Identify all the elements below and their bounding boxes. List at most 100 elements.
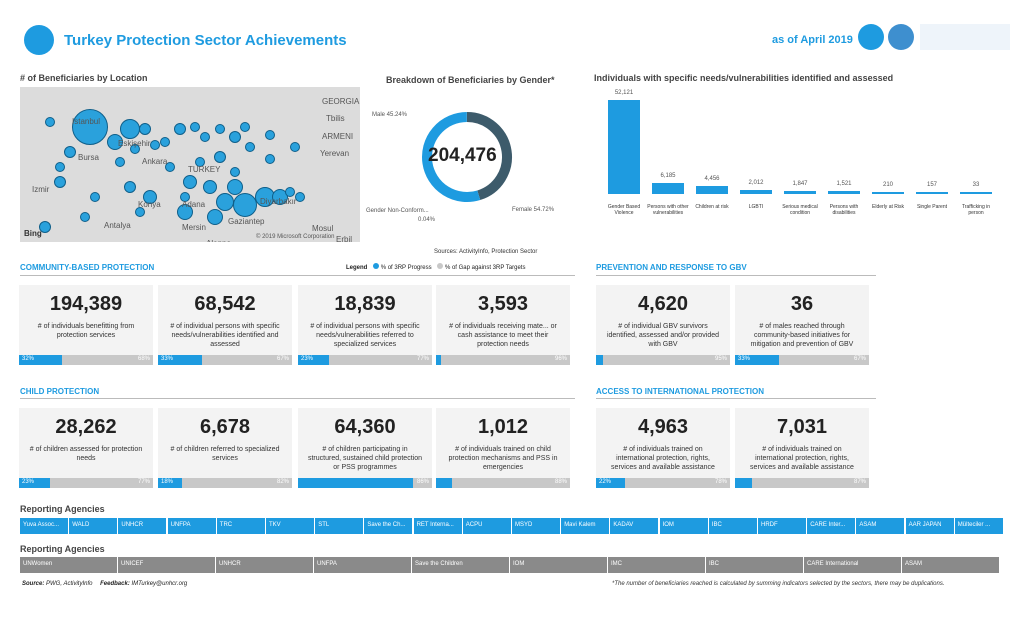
agency-tag[interactable]: STL xyxy=(315,518,364,534)
map-bubble[interactable] xyxy=(240,122,250,132)
needs-bar-value: 157 xyxy=(926,182,937,188)
map-bubble[interactable] xyxy=(290,142,300,152)
kpi-number: 36 xyxy=(790,293,814,315)
agency-tag[interactable]: Save the Ch... xyxy=(364,518,413,534)
needs-bar[interactable] xyxy=(740,190,772,194)
map-bubble[interactable] xyxy=(135,207,145,217)
map-bubble[interactable] xyxy=(216,193,234,211)
map-bubble[interactable] xyxy=(229,131,241,143)
agency-tag[interactable]: Yuva Assoc... xyxy=(20,518,68,534)
agency-tag[interactable]: UNWomen xyxy=(20,557,117,573)
agency-tag[interactable]: WALD xyxy=(69,518,118,534)
kpi-gap-pct: 67% xyxy=(853,356,866,362)
map-bubble[interactable] xyxy=(215,124,225,134)
map-bubble[interactable] xyxy=(190,122,200,132)
map-bubble[interactable] xyxy=(143,190,157,204)
map-label: Tbilis xyxy=(326,114,345,123)
agency-tag[interactable]: RET Interna... xyxy=(413,518,462,534)
map-bubble[interactable] xyxy=(272,189,288,205)
map-bubble[interactable] xyxy=(160,137,170,147)
agency-tag[interactable]: MSYD xyxy=(512,518,560,534)
map-bubble[interactable] xyxy=(64,146,76,158)
agency-tag[interactable]: HRDF xyxy=(758,518,806,534)
map-bubble[interactable] xyxy=(230,167,240,177)
needs-bar[interactable] xyxy=(960,192,992,194)
map-bubble[interactable] xyxy=(295,192,305,202)
map-bubble[interactable] xyxy=(54,176,66,188)
map-bubble[interactable] xyxy=(200,132,210,142)
needs-bar-value: 1,847 xyxy=(792,180,808,187)
map-bubble[interactable] xyxy=(207,209,223,225)
map-bubble[interactable] xyxy=(203,180,217,194)
map-bubble[interactable] xyxy=(177,204,193,220)
map-label: Ankara xyxy=(142,157,168,166)
agency-tag[interactable]: ASAM xyxy=(856,518,905,534)
agency-tag[interactable]: IBC xyxy=(708,518,757,534)
map-bubble[interactable] xyxy=(45,117,55,127)
map-bubble[interactable] xyxy=(165,162,175,172)
kpi-card: 194,389 # of individuals benefitting from… xyxy=(19,285,153,365)
agency-tag[interactable]: ASAM xyxy=(902,557,999,573)
agency-tag[interactable]: UNHCR xyxy=(216,557,313,573)
map-bubble[interactable] xyxy=(130,144,140,154)
kpi-progress-pct: 23% xyxy=(22,479,35,485)
map-bubble[interactable] xyxy=(124,181,136,193)
map-bubble[interactable] xyxy=(265,154,275,164)
kpi-description: # of individuals receiving mate... or ca… xyxy=(449,323,557,348)
beneficiaries-map[interactable]: GEORGIA Tbilis ARMENI Yerevan Istanbul Bursa E… xyxy=(20,87,360,242)
map-bubble[interactable] xyxy=(39,221,51,233)
needs-bar[interactable] xyxy=(608,100,640,194)
kpi-gap-pct: 86% xyxy=(416,479,429,485)
agency-tag[interactable]: Mülteciler ... xyxy=(954,518,1003,534)
map-bubble[interactable] xyxy=(120,119,140,139)
map-bubble[interactable] xyxy=(150,140,160,150)
agency-tag[interactable]: CARE International xyxy=(804,557,901,573)
map-bubble[interactable] xyxy=(227,179,243,195)
agency-tag[interactable]: IMC xyxy=(608,557,705,573)
map-bubble[interactable] xyxy=(90,192,100,202)
map-bubble[interactable] xyxy=(115,157,125,167)
feedback-email[interactable]: IMTurkey@unhcr.org xyxy=(131,581,188,587)
agency-tag[interactable]: AAR JAPAN xyxy=(905,518,954,534)
agency-tag[interactable]: ACPU xyxy=(462,518,511,534)
agency-tag[interactable]: Mavi Kalem xyxy=(561,518,610,534)
agency-tag[interactable]: UNFPA xyxy=(167,518,216,534)
agency-tag[interactable]: TKV xyxy=(266,518,314,534)
map-bubble[interactable] xyxy=(107,134,123,150)
agency-tag[interactable]: CARE Inter... xyxy=(807,518,856,534)
needs-bar[interactable] xyxy=(696,185,728,194)
map-bubble[interactable] xyxy=(195,157,205,167)
map-bubble[interactable] xyxy=(265,130,275,140)
agency-tag[interactable]: KADAV xyxy=(610,518,659,534)
map-label: Konya xyxy=(138,200,161,209)
agency-tag[interactable]: Save the Children xyxy=(412,557,509,573)
map-bubble[interactable] xyxy=(55,162,65,172)
map-bubble[interactable] xyxy=(174,123,186,135)
agency-tag[interactable]: UNHCR xyxy=(118,518,167,534)
map-bubble[interactable] xyxy=(245,142,255,152)
needs-bar[interactable] xyxy=(828,191,860,194)
kpi-card: 68,542 # of individual persons with speci… xyxy=(158,285,292,365)
agency-tag[interactable]: IOM xyxy=(659,518,708,534)
kpi-gap-pct: 82% xyxy=(276,479,289,485)
map-bubble[interactable] xyxy=(285,187,295,197)
needs-bar[interactable] xyxy=(652,182,684,194)
map-bubble[interactable] xyxy=(80,212,90,222)
kpi-number: 18,839 xyxy=(334,293,396,315)
map-bubble[interactable] xyxy=(214,151,226,163)
map-bubble[interactable] xyxy=(183,175,197,189)
needs-bar[interactable] xyxy=(784,190,816,194)
agency-tag[interactable]: IBC xyxy=(706,557,803,573)
map-bubble[interactable] xyxy=(139,123,151,135)
needs-bar[interactable] xyxy=(916,192,948,194)
needs-bar-label: Persons with disabilities xyxy=(829,204,859,216)
needs-bar[interactable] xyxy=(872,192,904,194)
map-bubble[interactable] xyxy=(180,192,190,202)
agency-tag[interactable]: UNFPA xyxy=(314,557,411,573)
legend-gap-swatch xyxy=(437,263,444,269)
map-bubble[interactable] xyxy=(233,193,257,217)
map-bubble[interactable] xyxy=(72,109,108,145)
agency-tag[interactable]: UNICEF xyxy=(118,557,215,573)
agency-tag[interactable]: TRC xyxy=(216,518,265,534)
agency-tag[interactable]: IOM xyxy=(510,557,607,573)
